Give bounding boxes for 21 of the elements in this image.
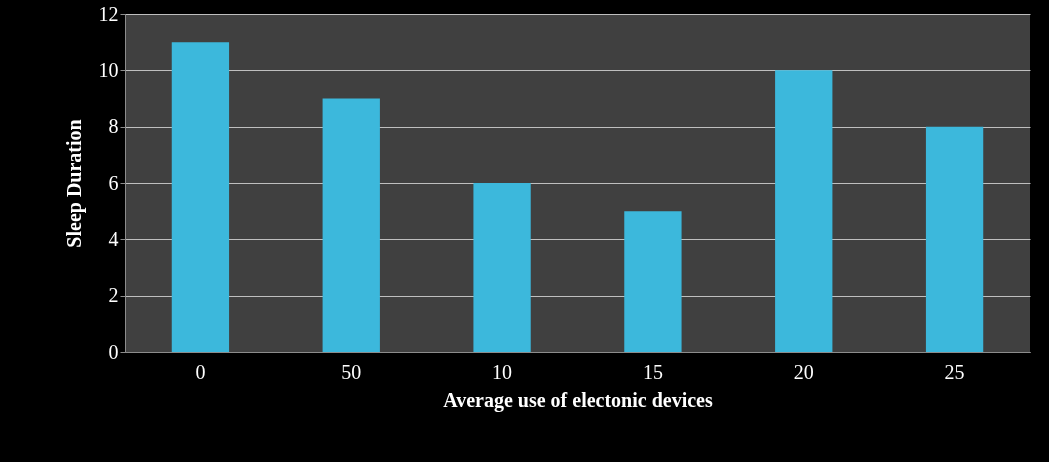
y-axis-title: Sleep Duration <box>62 119 86 248</box>
y-tick-label: 0 <box>108 340 119 363</box>
bar <box>775 70 833 352</box>
y-tick-label: 2 <box>108 284 119 307</box>
x-tick-label: 0 <box>195 360 206 383</box>
y-tick-label: 6 <box>108 171 119 194</box>
bar <box>171 42 230 352</box>
x-tick-label: 15 <box>642 360 663 383</box>
bar <box>624 211 682 352</box>
bar <box>473 183 531 352</box>
x-tick-label: 10 <box>492 360 513 383</box>
y-tick-label: 12 <box>98 2 119 25</box>
bar <box>925 126 984 352</box>
x-axis-title: Average use of electonic devices <box>443 388 713 412</box>
y-tick-label: 10 <box>98 58 119 81</box>
x-tick-label: 50 <box>341 360 362 383</box>
x-tick-label: 25 <box>944 360 965 383</box>
x-tick-label: 20 <box>793 360 814 383</box>
y-tick-label: 8 <box>108 115 119 138</box>
bar <box>322 98 380 352</box>
y-tick-label: 4 <box>108 227 119 250</box>
